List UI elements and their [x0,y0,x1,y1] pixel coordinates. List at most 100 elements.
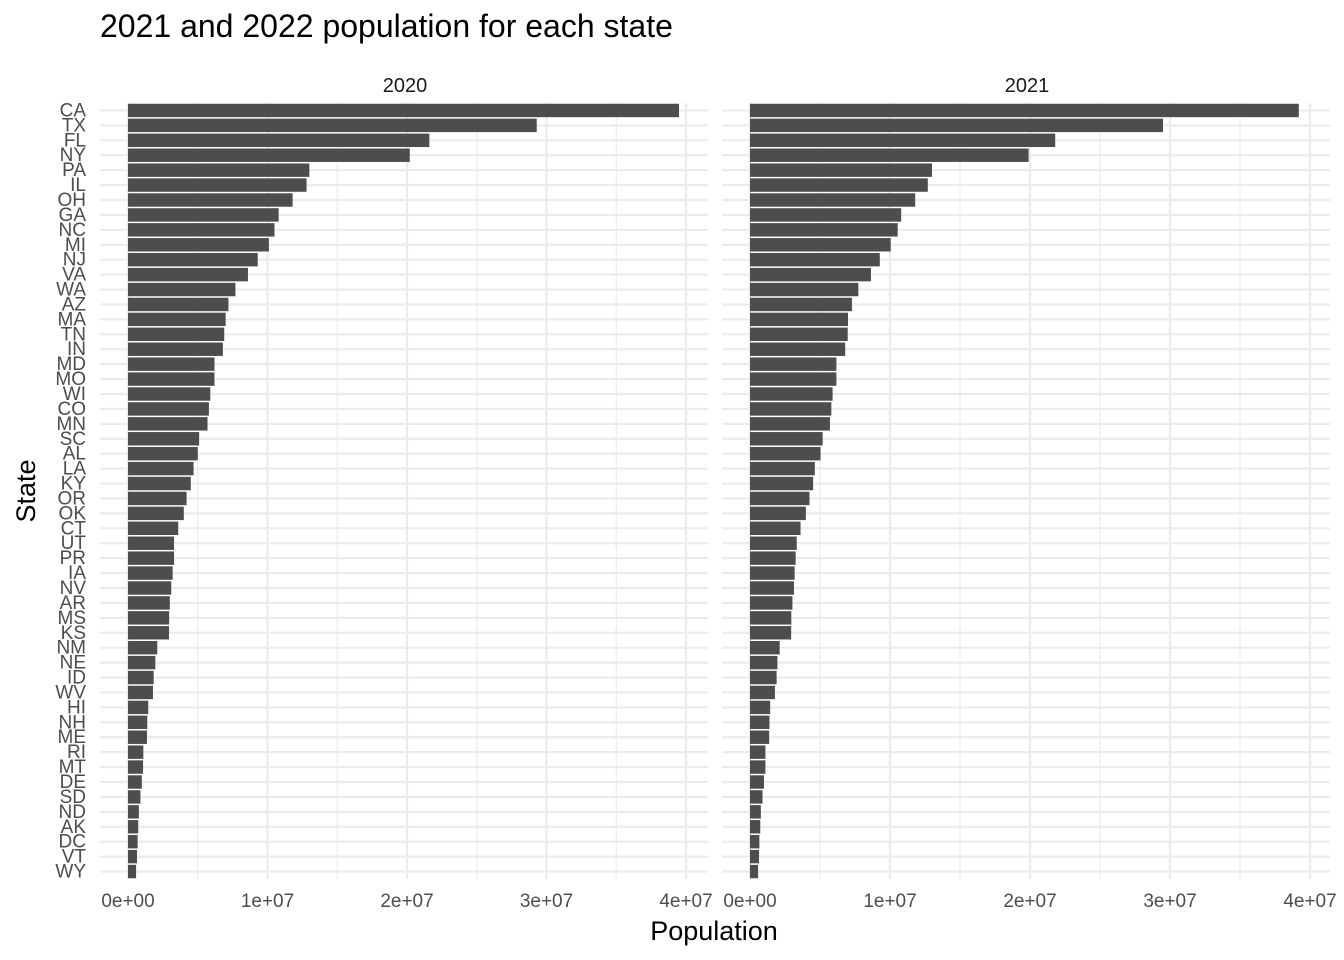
bar-IA-2020 [128,566,173,580]
bar-IN-2021 [750,342,846,356]
y-tick-label: DE [60,772,86,793]
x-tick-label: 1e+07 [241,891,294,912]
y-tick-label: NV [60,578,87,599]
bar-NC-2020 [128,223,275,237]
y-tick-label: KS [61,623,86,644]
bar-TN-2020 [128,327,225,342]
bar-UT-2021 [750,536,797,550]
facet-label: 2021 [1005,75,1050,97]
y-tick-label: FL [64,130,86,151]
y-tick-label: NH [59,712,86,733]
y-tick-label: AR [60,593,86,614]
y-tick-label: TN [61,324,86,345]
bar-ME-2020 [128,730,147,744]
chart-title: 2021 and 2022 population for each state [100,8,673,44]
y-tick-label: NC [59,220,86,241]
bar-OR-2020 [128,491,187,506]
x-tick-label: 1e+07 [863,891,916,912]
bar-OR-2021 [750,491,810,506]
y-tick-label: WV [55,682,86,703]
bar-SC-2021 [750,432,823,446]
y-tick-label: MI [65,235,86,256]
y-tick-label: CO [58,399,87,420]
bar-MA-2020 [128,312,226,327]
bar-MO-2020 [128,372,215,386]
x-axis-title: Population [650,916,778,946]
bar-MT-2021 [750,760,766,774]
x-tick-label: 4e+07 [1283,891,1336,912]
bar-AL-2021 [750,446,821,461]
x-tick-label: 3e+07 [520,891,573,912]
bar-AZ-2020 [128,297,229,312]
y-tick-label: AZ [62,294,87,315]
bar-DE-2021 [750,775,764,789]
y-tick-label: NE [60,653,86,674]
bar-RI-2020 [128,745,144,759]
y-tick-label: IL [70,175,86,196]
bar-DE-2020 [128,775,142,789]
bar-CO-2020 [128,402,209,416]
bar-WV-2020 [128,685,153,700]
y-tick-label: OR [58,488,87,509]
facet-panel-2020: 2020 0e+00 1e+07 2e+07 3e+07 4e+07 [100,75,713,912]
bar-AK-2020 [128,820,139,834]
y-tick-label: PA [62,160,86,181]
bar-ID-2020 [128,670,154,685]
bar-GA-2021 [750,208,902,222]
bar-MN-2020 [128,417,208,431]
y-tick-label: PR [60,548,86,569]
y-tick-label: ND [59,802,86,823]
bar-NH-2021 [750,715,770,730]
y-tick-label: GA [59,205,87,226]
bar-NY-2020 [128,148,410,162]
bar-NM-2020 [128,640,158,655]
bar-WA-2021 [750,282,859,297]
bar-NC-2021 [750,223,898,237]
y-tick-label: MA [58,309,87,330]
bar-MT-2020 [128,760,144,774]
bar-SC-2020 [128,432,200,446]
y-tick-label: MT [59,757,87,778]
bar-MI-2020 [128,238,269,252]
bar-OH-2021 [750,193,916,207]
y-tick-label: SD [60,787,86,808]
bar-MD-2020 [128,357,215,371]
x-tick-label: 3e+07 [1143,891,1196,912]
bar-TX-2020 [128,118,537,133]
y-tick-label: OH [58,190,87,211]
y-tick-label: DC [59,832,86,853]
bar-CA-2021 [750,103,1299,118]
bar-MI-2021 [750,238,891,252]
bar-CA-2020 [128,103,680,118]
bar-IL-2020 [128,178,307,192]
y-tick-label: KY [61,474,87,495]
y-tick-label: ID [67,668,86,689]
bar-IN-2020 [128,342,223,356]
y-tick-label: OK [59,503,87,524]
bar-WV-2021 [750,685,775,700]
bar-PA-2021 [750,163,932,177]
y-tick-label: MS [58,608,87,629]
y-tick-label: SC [60,429,86,450]
bar-NV-2020 [128,581,172,595]
bar-VA-2021 [750,267,871,282]
x-tick-label: 0e+00 [101,891,154,912]
bar-KY-2021 [750,476,814,491]
y-tick-label: ME [58,727,87,748]
bar-WA-2020 [128,282,236,297]
bar-VT-2021 [750,849,760,864]
y-tick-label: VA [62,265,86,286]
bar-GA-2020 [128,208,279,222]
bar-AK-2021 [750,820,761,834]
bar-NM-2021 [750,640,780,655]
y-tick-label: CA [60,100,87,121]
x-tick-label: 2e+07 [380,891,433,912]
bar-PA-2020 [128,163,310,177]
bar-AR-2021 [750,596,793,610]
bar-IA-2021 [750,566,795,580]
bar-AZ-2021 [750,297,852,312]
bar-NY-2021 [750,148,1029,162]
bar-DC-2021 [750,834,760,849]
bar-SD-2021 [750,790,763,804]
